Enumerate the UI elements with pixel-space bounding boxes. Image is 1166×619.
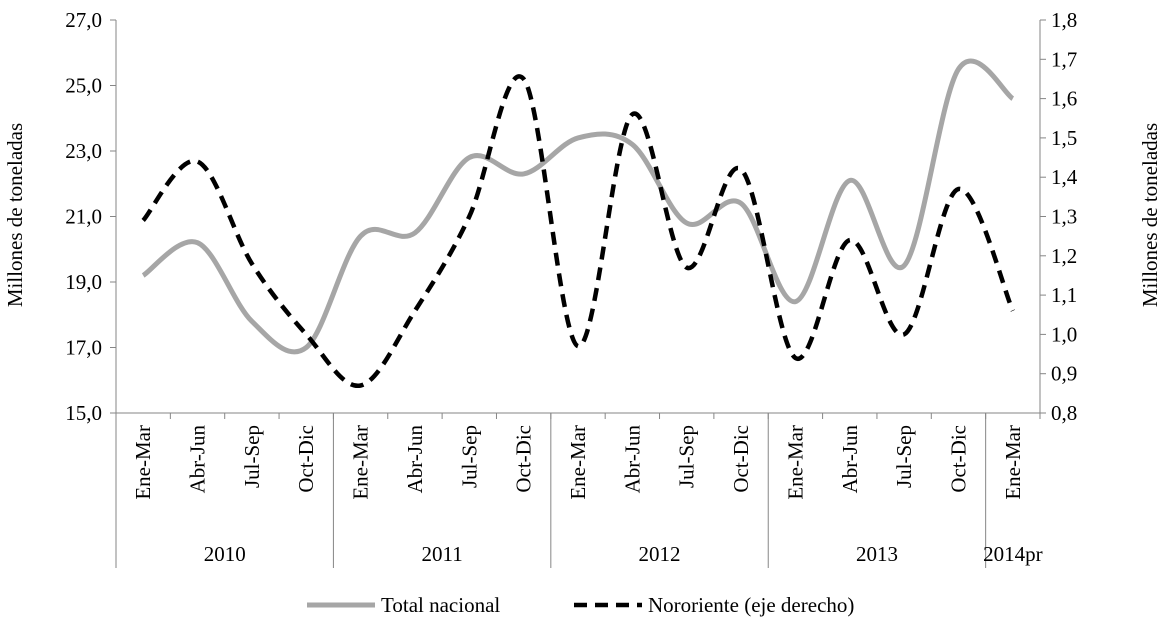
category-label: Ene-Mar <box>1001 425 1025 500</box>
category-label: Jul-Sep <box>240 425 264 488</box>
data-point <box>902 332 906 336</box>
data-point <box>359 383 363 387</box>
left-tick-label: 27,0 <box>65 8 102 32</box>
right-tick-label: 0,9 <box>1051 362 1077 386</box>
data-point <box>793 300 797 304</box>
left-tick-label: 23,0 <box>65 139 102 163</box>
right-tick-label: 1,5 <box>1051 126 1077 150</box>
left-tick-label: 19,0 <box>65 270 102 294</box>
left-tick-label: 17,0 <box>65 336 102 360</box>
data-point <box>522 172 526 176</box>
data-point <box>467 215 471 219</box>
category-label: Oct-Dic <box>512 425 536 493</box>
category-label: Oct-Dic <box>729 425 753 493</box>
category-label: Abr-Jun <box>838 425 862 494</box>
right-tick-label: 1,8 <box>1051 8 1077 32</box>
data-point <box>304 332 308 336</box>
data-point <box>359 234 363 238</box>
data-point <box>848 238 852 242</box>
left-tick-label: 15,0 <box>65 401 102 425</box>
category-label: Ene-Mar <box>131 425 155 500</box>
category-label: Abr-Jun <box>186 425 210 494</box>
data-point <box>196 159 200 163</box>
series-line-nororiente <box>141 74 1015 388</box>
category-label: Jul-Sep <box>457 425 481 488</box>
group-label: 2010 <box>204 542 246 566</box>
category-label: Oct-Dic <box>946 425 970 493</box>
category-label: Oct-Dic <box>294 425 318 493</box>
data-point <box>304 346 308 350</box>
series-layer <box>141 58 1015 388</box>
data-point <box>956 187 960 191</box>
left-axis-title: Millones de toneladas <box>3 123 27 307</box>
left-tick-label: 21,0 <box>65 205 102 229</box>
right-tick-label: 1,7 <box>1051 47 1077 71</box>
category-label: Jul-Sep <box>675 425 699 488</box>
group-label: 2014pr <box>983 542 1043 566</box>
data-point <box>1011 309 1015 313</box>
data-point <box>141 218 145 222</box>
data-point <box>848 178 852 182</box>
data-point <box>196 241 200 245</box>
category-label: Abr-Jun <box>403 425 427 494</box>
data-point <box>956 67 960 71</box>
right-tick-label: 1,2 <box>1051 244 1077 268</box>
left-tick-label: 25,0 <box>65 74 102 98</box>
category-label: Ene-Mar <box>783 425 807 500</box>
category-axis: Ene-Mar Abr-Jun Jul-Sep Oct-Dic Ene-Mar Abr-J… <box>131 425 1042 566</box>
group-label: 2012 <box>639 542 681 566</box>
data-point <box>1011 97 1015 101</box>
category-label: Ene-Mar <box>566 425 590 500</box>
data-point <box>902 264 906 268</box>
category-label: Jul-Sep <box>892 425 916 488</box>
data-point <box>413 309 417 313</box>
data-point <box>576 136 580 140</box>
category-label: Abr-Jun <box>620 425 644 494</box>
data-point <box>739 201 743 205</box>
right-tick-label: 1,4 <box>1051 165 1078 189</box>
right-tick-label: 0,8 <box>1051 401 1077 425</box>
data-point <box>685 266 689 270</box>
legend-label-nororiente: Nororiente (eje derecho) <box>648 593 854 617</box>
data-point <box>576 344 580 348</box>
data-point <box>739 167 743 171</box>
data-point <box>630 112 634 116</box>
data-point <box>250 319 254 323</box>
right-tick-label: 1,3 <box>1051 205 1077 229</box>
data-point <box>413 231 417 235</box>
right-tick-label: 1,6 <box>1051 87 1077 111</box>
axes <box>110 19 1046 568</box>
data-point <box>685 221 689 225</box>
data-point <box>630 142 634 146</box>
right-axis-title: Millones de toneladas <box>1138 123 1162 307</box>
legend-label-total-nacional: Total nacional <box>381 593 500 617</box>
right-tick-label: 1,1 <box>1051 283 1077 307</box>
data-point <box>793 356 797 360</box>
data-point <box>141 273 145 277</box>
right-tick-label: 1,0 <box>1051 322 1077 346</box>
group-label: 2013 <box>856 542 898 566</box>
data-point <box>250 262 254 266</box>
tick-labels: 15,0 17,0 19,0 21,0 23,0 25,0 27,0 0,8 0,9 1,0 1,1… <box>65 8 1078 425</box>
category-label: Ene-Mar <box>349 425 373 500</box>
series-line-total-nacional <box>141 58 1015 355</box>
group-label: 2011 <box>422 542 463 566</box>
data-point <box>467 156 471 160</box>
legend: Total nacional Nororiente (eje derecho) <box>307 593 854 617</box>
data-point <box>522 77 526 81</box>
